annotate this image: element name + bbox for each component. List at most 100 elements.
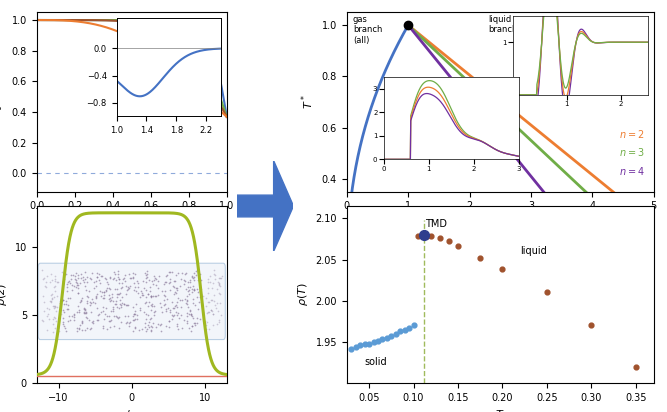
Point <box>185 279 195 285</box>
Point <box>49 314 59 321</box>
Point <box>167 283 178 290</box>
Point <box>382 335 392 341</box>
Point <box>141 271 151 278</box>
Point <box>86 300 97 306</box>
Point <box>83 316 94 323</box>
Point <box>143 277 154 283</box>
Point <box>138 292 149 298</box>
Point <box>176 275 187 282</box>
Point <box>90 293 101 300</box>
X-axis label: $\rho_0$: $\rho_0$ <box>494 217 507 229</box>
Point <box>79 275 90 282</box>
Point <box>49 303 60 310</box>
Point <box>181 285 191 292</box>
Point <box>201 319 212 325</box>
Point <box>149 303 159 309</box>
Point <box>44 315 55 322</box>
Text: gas
branch
(all): gas branch (all) <box>353 15 382 45</box>
Point <box>71 309 82 316</box>
Point <box>57 278 68 284</box>
Point <box>364 340 374 347</box>
Point <box>43 306 54 313</box>
Point <box>111 314 122 320</box>
Point <box>166 316 177 322</box>
Point <box>135 288 146 295</box>
Point <box>159 281 169 287</box>
Point <box>175 283 185 290</box>
Point <box>156 321 167 328</box>
Point <box>147 323 157 330</box>
Point <box>96 293 107 299</box>
Point <box>185 284 195 290</box>
Point <box>146 278 157 284</box>
Point <box>127 313 138 319</box>
Point <box>205 273 215 279</box>
Point <box>98 288 109 295</box>
Point <box>211 321 222 328</box>
Point <box>72 325 83 331</box>
Point <box>80 269 91 276</box>
Point <box>76 275 87 282</box>
Point <box>105 323 115 330</box>
Point <box>189 276 199 283</box>
Point <box>181 301 192 307</box>
Point <box>453 242 464 249</box>
Point <box>186 323 197 329</box>
Point <box>105 317 115 324</box>
Point <box>73 303 84 309</box>
Point <box>182 298 193 305</box>
Point <box>149 277 159 283</box>
Point <box>183 304 193 310</box>
Point <box>123 286 133 293</box>
Point <box>80 326 91 333</box>
Point <box>355 342 366 349</box>
Point <box>215 283 225 289</box>
Point <box>50 325 61 331</box>
Point <box>55 297 65 304</box>
Point <box>125 274 136 281</box>
Point <box>187 274 197 281</box>
Point <box>39 274 49 281</box>
Point <box>51 308 61 314</box>
Point <box>121 302 132 308</box>
Point <box>129 324 140 330</box>
Y-axis label: $T^*$: $T^*$ <box>299 95 316 109</box>
Point <box>413 233 424 240</box>
Point <box>111 286 122 292</box>
Point <box>72 281 83 288</box>
Point <box>210 272 221 278</box>
Point <box>47 296 57 302</box>
Point <box>169 311 179 318</box>
Point <box>171 287 182 293</box>
Point <box>193 298 204 305</box>
Point <box>193 276 203 283</box>
Point <box>185 310 196 317</box>
Point <box>58 297 69 303</box>
Point <box>360 341 370 348</box>
Point <box>91 291 102 297</box>
Point <box>87 320 98 326</box>
Point <box>57 269 67 276</box>
Point <box>61 271 71 278</box>
Point <box>111 290 122 297</box>
Point <box>183 288 193 294</box>
Point <box>137 277 148 284</box>
Point <box>81 325 92 331</box>
Point <box>57 315 68 321</box>
Point <box>186 328 197 335</box>
Point <box>50 288 61 294</box>
Point <box>208 297 219 304</box>
Point <box>176 311 187 318</box>
Point <box>208 311 219 317</box>
Point <box>139 308 149 315</box>
Point <box>214 280 225 287</box>
Point <box>45 298 56 304</box>
Point <box>211 286 222 293</box>
X-axis label: z/a$_0$: z/a$_0$ <box>120 408 143 412</box>
Point <box>187 273 197 280</box>
Point <box>39 308 49 315</box>
Point <box>140 294 151 300</box>
Point <box>161 306 171 312</box>
Point <box>119 275 130 282</box>
Point <box>78 306 89 313</box>
